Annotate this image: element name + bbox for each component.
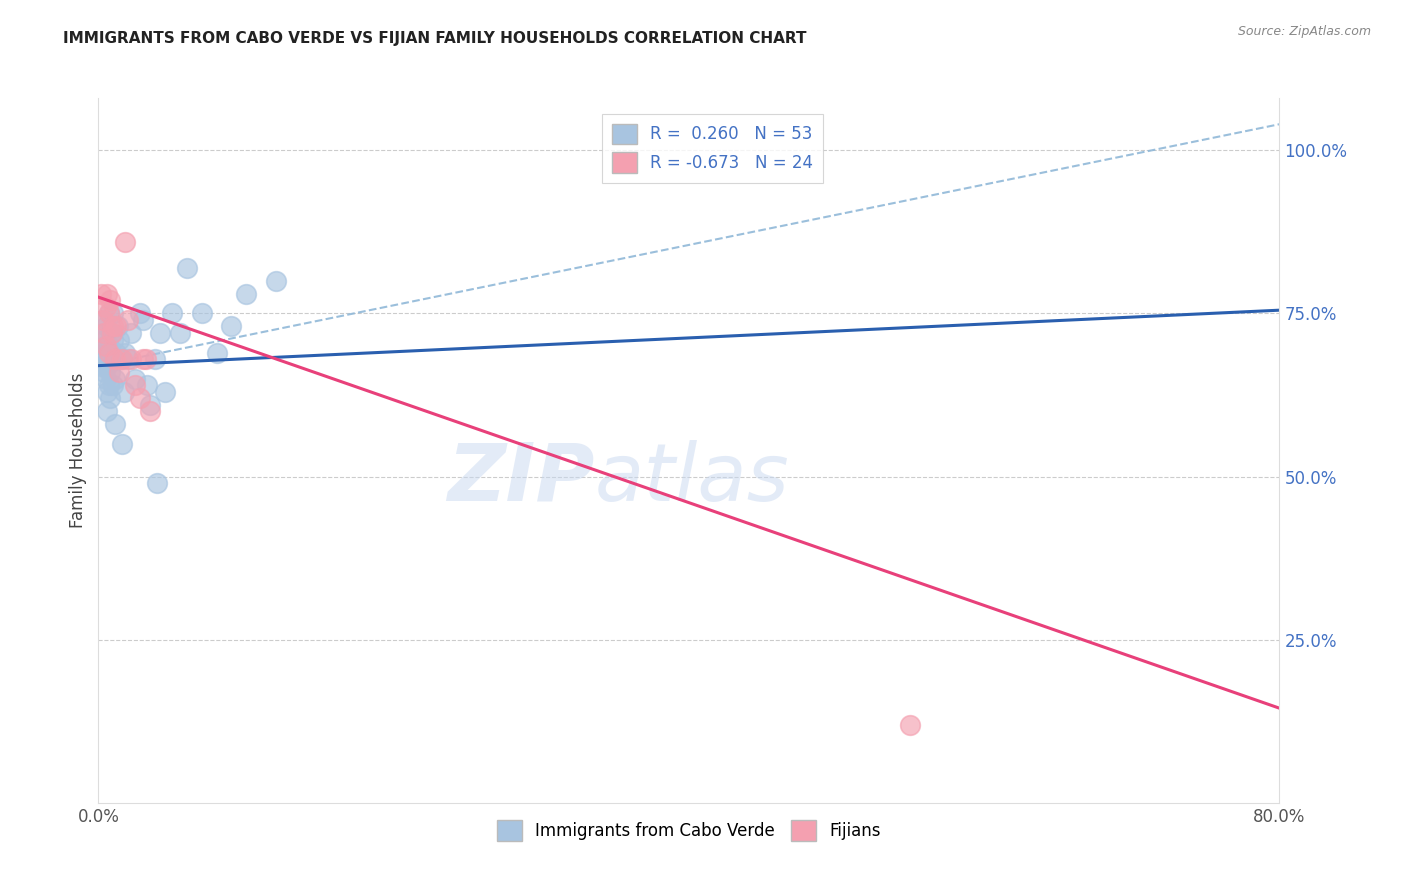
Point bbox=[176, 260, 198, 275]
Point bbox=[111, 352, 134, 367]
Point bbox=[108, 333, 131, 347]
Point bbox=[112, 384, 135, 399]
Point bbox=[94, 372, 117, 386]
Point bbox=[103, 306, 125, 320]
Point bbox=[132, 313, 155, 327]
Point bbox=[117, 352, 139, 367]
Text: Source: ZipAtlas.com: Source: ZipAtlas.com bbox=[1237, 25, 1371, 38]
Point bbox=[104, 417, 127, 432]
Point bbox=[97, 352, 120, 367]
Point bbox=[93, 333, 115, 347]
Point bbox=[97, 339, 120, 353]
Point bbox=[97, 345, 120, 359]
Point bbox=[90, 359, 112, 373]
Point bbox=[94, 345, 117, 359]
Point bbox=[103, 378, 125, 392]
Point bbox=[221, 319, 243, 334]
Y-axis label: Family Households: Family Households bbox=[69, 373, 87, 528]
Point bbox=[98, 345, 121, 359]
Point bbox=[96, 404, 118, 418]
Point bbox=[100, 326, 122, 340]
Point bbox=[139, 404, 162, 418]
Point bbox=[97, 378, 120, 392]
Point bbox=[103, 333, 125, 347]
Legend: Immigrants from Cabo Verde, Fijians: Immigrants from Cabo Verde, Fijians bbox=[489, 814, 889, 847]
Point bbox=[120, 352, 142, 367]
Point bbox=[132, 352, 155, 367]
Point bbox=[107, 319, 129, 334]
Point bbox=[96, 384, 118, 399]
Point bbox=[146, 476, 169, 491]
Point bbox=[98, 293, 121, 308]
Point bbox=[264, 274, 287, 288]
Point bbox=[96, 359, 118, 373]
Point bbox=[139, 398, 162, 412]
Point bbox=[162, 306, 183, 320]
Point bbox=[205, 345, 228, 359]
Point bbox=[114, 345, 136, 359]
Point bbox=[97, 306, 120, 320]
Point bbox=[117, 313, 139, 327]
Point bbox=[93, 365, 115, 379]
Point bbox=[104, 352, 127, 367]
Point bbox=[235, 286, 257, 301]
Point bbox=[108, 365, 131, 379]
Point bbox=[153, 384, 176, 399]
Point bbox=[128, 391, 150, 405]
Point bbox=[110, 352, 132, 367]
Point bbox=[93, 339, 115, 353]
Text: IMMIGRANTS FROM CABO VERDE VS FIJIAN FAMILY HOUSEHOLDS CORRELATION CHART: IMMIGRANTS FROM CABO VERDE VS FIJIAN FAM… bbox=[63, 31, 807, 46]
Point bbox=[98, 365, 121, 379]
Point bbox=[111, 437, 134, 451]
Point bbox=[94, 339, 117, 353]
Point bbox=[105, 345, 128, 359]
Point bbox=[104, 372, 127, 386]
Point bbox=[128, 306, 150, 320]
Point bbox=[103, 319, 125, 334]
Point bbox=[94, 319, 117, 334]
Point bbox=[191, 306, 214, 320]
Point bbox=[94, 300, 117, 314]
Point bbox=[149, 326, 172, 340]
Text: atlas: atlas bbox=[595, 440, 789, 517]
Point bbox=[136, 378, 159, 392]
Point bbox=[114, 235, 136, 249]
Point bbox=[91, 313, 114, 327]
Point bbox=[124, 372, 146, 386]
Point bbox=[124, 378, 146, 392]
Point bbox=[900, 717, 922, 731]
Point bbox=[96, 286, 118, 301]
Point bbox=[135, 352, 157, 367]
Point bbox=[169, 326, 191, 340]
Point bbox=[120, 326, 142, 340]
Point bbox=[97, 306, 120, 320]
Point bbox=[98, 391, 121, 405]
Point bbox=[93, 326, 115, 340]
Point bbox=[90, 286, 112, 301]
Point bbox=[91, 352, 114, 367]
Point bbox=[100, 326, 122, 340]
Point bbox=[91, 326, 114, 340]
Text: ZIP: ZIP bbox=[447, 440, 595, 517]
Point bbox=[91, 313, 114, 327]
Point bbox=[105, 319, 128, 334]
Point bbox=[143, 352, 166, 367]
Point bbox=[100, 352, 122, 367]
